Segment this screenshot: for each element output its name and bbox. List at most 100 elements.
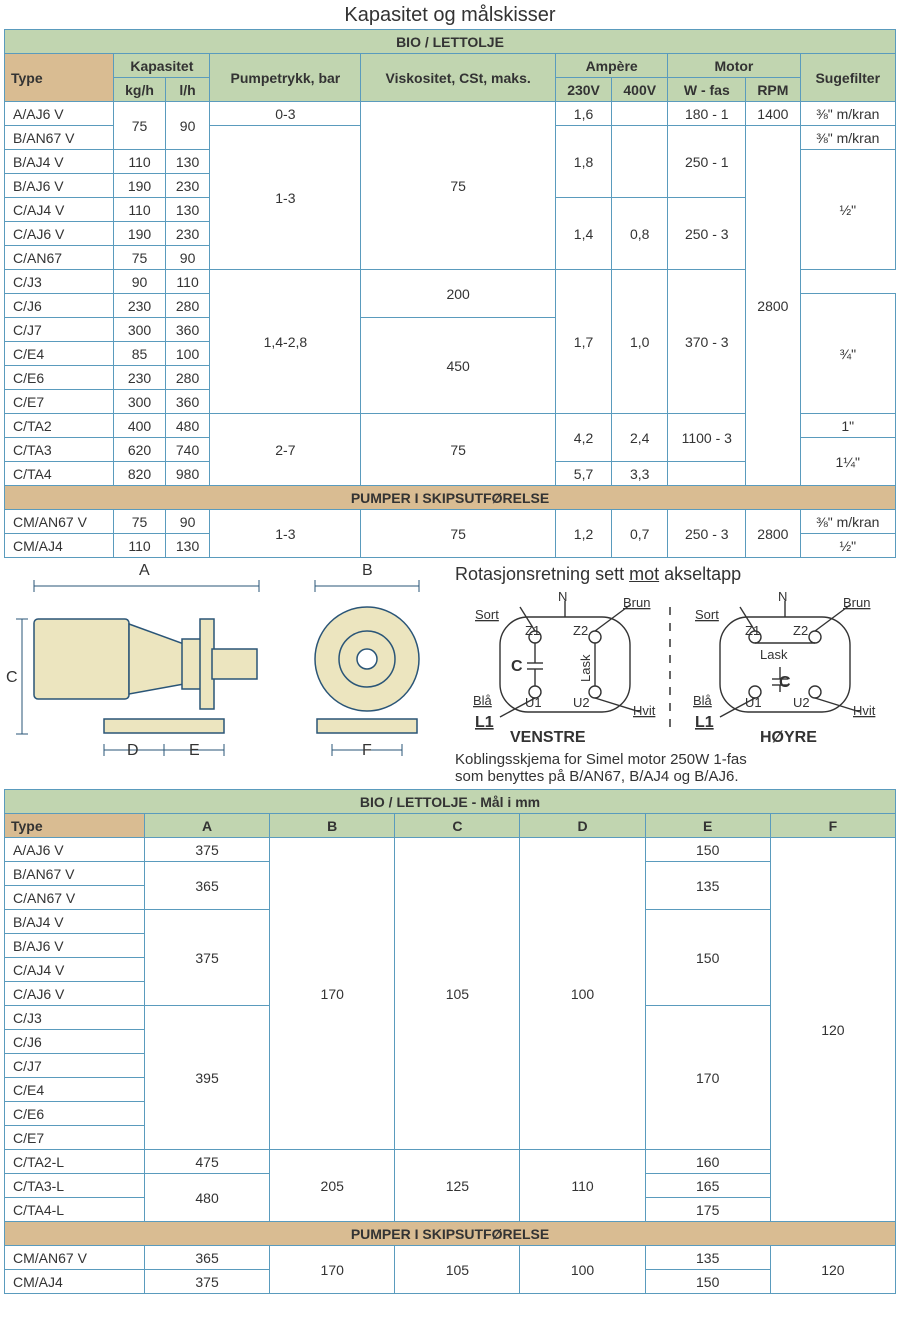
cell: 3,3 [612,462,668,486]
hdr-rpm: RPM [746,78,800,102]
cell: 250 - 3 [668,198,746,270]
cell: 375 [145,910,270,1006]
cell: 2,4 [612,414,668,462]
cell: 110 [114,198,165,222]
hdr-sugefilter: Sugefilter [800,54,895,102]
wiring-z2: Z2 [573,623,588,638]
pump-front-diagram: B F [287,564,447,785]
cell: C/TA4-L [5,1198,145,1222]
cell: 90 [165,246,210,270]
cell: B/AJ4 V [5,150,114,174]
cell: 105 [395,838,520,1150]
cell: 400 [114,414,165,438]
cell: C/TA2 [5,414,114,438]
cell: 820 [114,462,165,486]
wiring-c-r: C [779,674,791,691]
cell: 230 [165,222,210,246]
hdr2-F: F [770,814,895,838]
cell: 620 [114,438,165,462]
cell: 110 [114,534,165,558]
cell: 90 [114,270,165,294]
cell: 480 [145,1174,270,1222]
cell: B/AJ6 V [5,934,145,958]
cell: 1,7 [555,270,611,414]
hdr-kgh: kg/h [114,78,165,102]
cell: 75 [114,102,165,150]
cell: A/AJ6 V [5,838,145,862]
cell: 130 [165,198,210,222]
cell: C/TA3 [5,438,114,462]
cell: 120 [770,1246,895,1294]
cell: 75 [361,510,556,558]
cell: 1-3 [210,510,361,558]
dim-label-d: D [127,742,139,760]
table-row: CM/AN67 V 365 170 105 100 135 120 [5,1246,896,1270]
wiring-brun: Brun [623,595,650,610]
cell: 395 [145,1006,270,1150]
cell: C/E4 [5,342,114,366]
hdr-motor: Motor [668,54,800,78]
wiring-z1: Z1 [525,623,540,638]
wiring-sort: Sort [475,607,499,622]
cell: C/J3 [5,270,114,294]
cell: C/AJ6 V [5,222,114,246]
wiring-l1-r: L1 [695,714,714,731]
wiring-title-u: mot [629,564,659,584]
table2-title: BIO / LETTOLJE - Mål i mm [5,790,896,814]
wiring-left: VENSTRE [510,729,586,746]
cell: 190 [114,174,165,198]
cell: 165 [645,1174,770,1198]
wiring-caption-2: som benyttes på B/AN67, B/AJ4 og B/AJ6. [455,768,738,785]
dim-label-e: E [189,742,200,760]
cell: C/TA2-L [5,1150,145,1174]
wiring-sort-r: Sort [695,607,719,622]
cell: ½" [800,534,895,558]
hdr2-A: A [145,814,270,838]
cell: C/AN67 [5,246,114,270]
cell [612,102,668,126]
capacity-table: BIO / LETTOLJE Type Kapasitet Pumpetrykk… [4,29,896,558]
cell: 280 [165,366,210,390]
cell: 130 [165,534,210,558]
cell: 170 [645,1006,770,1150]
hdr-viskositet: Viskositet, CSt, maks. [361,54,556,102]
cell: ⅜" m/kran [800,510,895,534]
cell: 85 [114,342,165,366]
cell: 175 [645,1198,770,1222]
cell: 170 [270,1246,395,1294]
wiring-caption-1: Koblingsskjema for Simel motor 250W 1-fa… [455,751,747,768]
wiring-hvit-r: Hvit [853,703,876,718]
cell: 360 [165,318,210,342]
cell: 250 - 1 [668,126,746,198]
wiring-caption: Koblingsskjema for Simel motor 250W 1-fa… [455,752,896,785]
cell: ⅜" m/kran [800,126,895,150]
hdr-400v: 400V [612,78,668,102]
cell: 190 [114,222,165,246]
hdr-ampere: Ampère [555,54,667,78]
cell: 360 [165,390,210,414]
cell: 2800 [746,126,800,486]
cell: 135 [645,1246,770,1270]
table-row: C/TA2-L 475 205 125 110 160 [5,1150,896,1174]
cell: 1,2 [555,510,611,558]
wiring-right: HØYRE [760,729,817,746]
cell: 105 [395,1246,520,1294]
cell: 0,8 [612,198,668,270]
cell: 365 [145,862,270,910]
cell: 5,7 [555,462,611,486]
cell: 1400 [746,102,800,126]
cell: 170 [270,838,395,1150]
hdr-230v: 230V [555,78,611,102]
wiring-z2-r: Z2 [793,623,808,638]
cell: 4,2 [555,414,611,462]
wiring-z1-r: Z1 [745,623,760,638]
cell: 75 [114,510,165,534]
wiring-c: C [511,658,523,675]
wiring-diagram: Rotasjonsretning sett mot akseltapp N So… [455,564,896,785]
cell: 1¼" [800,438,895,486]
wiring-n: N [558,589,567,604]
cell: 1" [800,414,895,438]
cell: B/AN67 V [5,126,114,150]
cell: 980 [165,462,210,486]
cell: C/E4 [5,1078,145,1102]
